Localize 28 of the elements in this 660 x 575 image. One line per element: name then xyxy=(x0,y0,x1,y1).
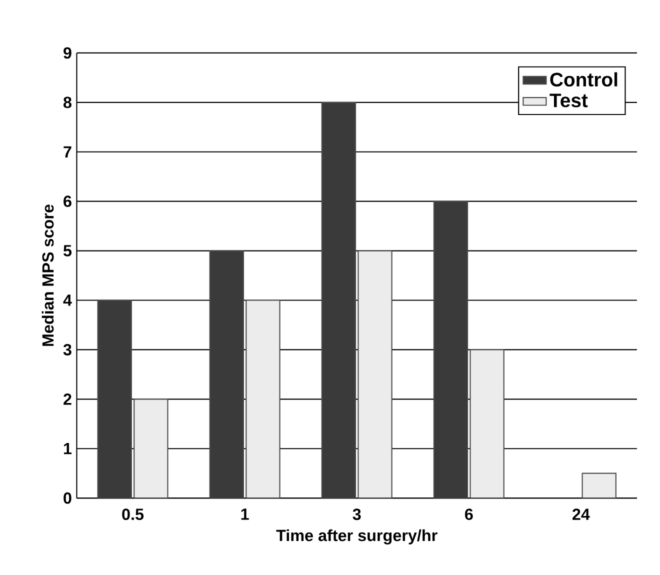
y-axis-title: Median MPS score xyxy=(42,204,54,346)
bar xyxy=(209,250,244,498)
y-tick-label: 0 xyxy=(64,492,72,504)
y-tick-label: 2 xyxy=(64,394,72,405)
y-tick-label: 6 xyxy=(64,196,72,208)
y-tick-label: 9 xyxy=(64,47,72,59)
y-tick-label: 4 xyxy=(63,294,72,306)
legend-label: Test xyxy=(550,94,588,108)
y-tick-label: 8 xyxy=(63,96,72,108)
bar xyxy=(134,398,168,498)
y-tick-label: 3 xyxy=(63,344,72,356)
bar xyxy=(582,472,616,498)
legend-label: Control xyxy=(550,72,618,87)
bar xyxy=(358,250,392,498)
y-tick-label: 1 xyxy=(64,443,72,454)
y-tick-label: 5 xyxy=(63,245,72,257)
x-tick-label: 3 xyxy=(352,508,361,520)
bar xyxy=(433,200,468,498)
bar xyxy=(321,102,356,498)
x-tick-label: 1 xyxy=(241,508,249,520)
bar xyxy=(470,349,504,498)
bar xyxy=(97,300,132,498)
x-tick-label: 0.5 xyxy=(122,508,144,520)
bar xyxy=(246,300,280,498)
x-axis-title: Time after surgery/hr xyxy=(276,529,438,545)
y-tick-label: 7 xyxy=(64,146,72,158)
x-tick-label: 24 xyxy=(572,508,590,520)
x-tick-label: 6 xyxy=(465,508,473,520)
